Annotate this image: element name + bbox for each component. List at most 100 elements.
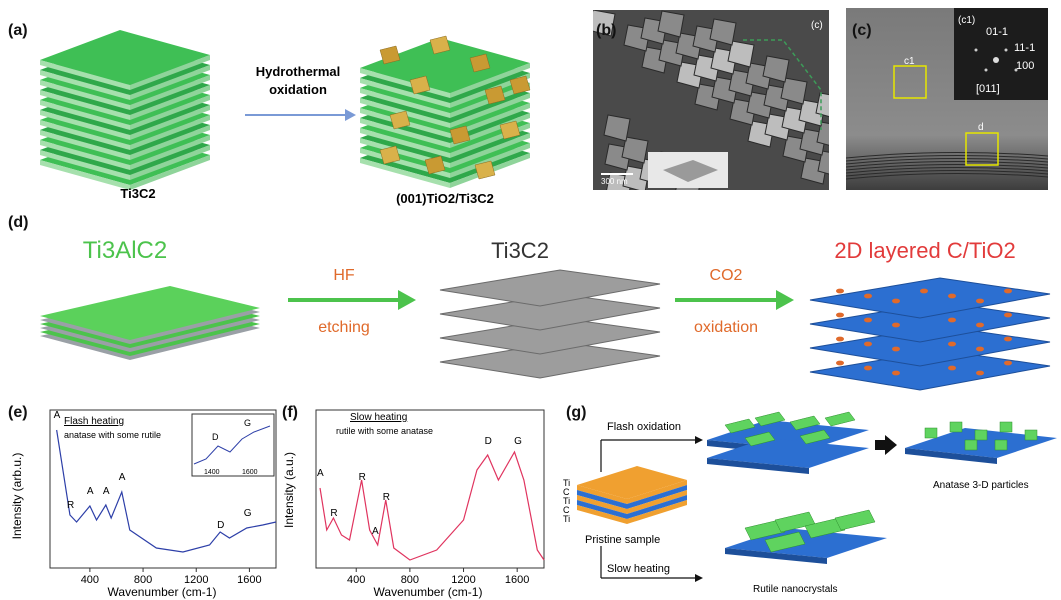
tio2-plate xyxy=(379,45,401,65)
hf-label: HF xyxy=(333,267,355,284)
tio2-particle xyxy=(1004,336,1012,342)
etching-label: etching xyxy=(318,319,370,336)
sem-flake xyxy=(815,92,829,118)
e-inset-g: G xyxy=(244,418,251,428)
e-peak-label: A xyxy=(103,486,110,497)
f-peak-label: A xyxy=(317,468,324,479)
slab-side xyxy=(905,448,997,464)
tio2-particle xyxy=(948,293,956,299)
pristine-layer-side xyxy=(577,500,627,519)
pristine-layer-label: C xyxy=(563,505,570,515)
blue-sheet xyxy=(809,277,1051,319)
ti3c2-sheets xyxy=(439,269,661,379)
sem-corner-label: (c) xyxy=(811,20,823,31)
tem-lattice-line xyxy=(846,172,1048,180)
pristine-layer-front xyxy=(627,485,687,509)
tio2-particle xyxy=(1004,288,1012,294)
tio2-particle xyxy=(976,322,984,328)
panel-a-label: (a) xyxy=(8,22,28,39)
panel-a-arrow-head xyxy=(345,109,356,121)
ti3c2-title: Ti3C2 xyxy=(491,238,549,263)
f-ylabel: Intensity (a.u.) xyxy=(282,452,296,528)
tio2-plate xyxy=(509,75,531,95)
anatase-particle xyxy=(994,439,1008,451)
e-inset-tick-1600: 1600 xyxy=(242,469,258,476)
slab-layer xyxy=(40,286,260,340)
ti3alc2-title: Ti3AlC2 xyxy=(83,237,167,264)
pristine-layer-label: C xyxy=(563,487,570,497)
tio2-plate xyxy=(379,145,401,165)
box-c1-label: c1 xyxy=(904,56,915,67)
tio2-particle xyxy=(948,341,956,347)
platelet xyxy=(744,431,776,447)
e-inset-d: D xyxy=(212,432,219,442)
box-d-label: d xyxy=(978,122,984,133)
panel-c-label: (c) xyxy=(852,22,872,39)
layer xyxy=(360,38,530,93)
tem-lattice-line xyxy=(846,154,1048,162)
fft-label-100: 100 xyxy=(1016,60,1034,72)
c-tio2-sheets xyxy=(809,277,1051,391)
tio2-particle xyxy=(836,288,844,294)
anatase-particle xyxy=(964,439,978,451)
anatase-particle xyxy=(1024,429,1038,441)
tio2-particle xyxy=(864,365,872,371)
e-peak-label: R xyxy=(67,500,74,511)
tem-lattice-line xyxy=(846,166,1048,174)
tio2-particle xyxy=(948,317,956,323)
sem-flake xyxy=(816,121,829,146)
rutile-result xyxy=(725,509,887,564)
tio2-particle xyxy=(920,288,928,294)
co2-label: CO2 xyxy=(710,267,743,284)
pristine-layer-front xyxy=(627,480,687,504)
e-peak-label: A xyxy=(54,410,61,421)
pristine-stack xyxy=(577,466,687,524)
g-arrow xyxy=(875,435,897,455)
tio2-particle xyxy=(864,341,872,347)
e-inset xyxy=(191,413,275,477)
platelet xyxy=(789,415,821,431)
tio2-particle xyxy=(836,336,844,342)
tio2-particle xyxy=(892,298,900,304)
e-inset-curve xyxy=(193,425,271,465)
f-peak-label: R xyxy=(359,472,366,483)
sem-flake xyxy=(621,136,649,164)
sem-flake xyxy=(657,10,685,38)
arrow-text-oxidation: oxidation xyxy=(269,82,327,97)
panel-a-figure: Hydrothermal oxidation Ti3C2 (001)TiO2/T… xyxy=(40,30,531,206)
raman-slow-chart: Intensity (a.u.) Wavenumber (cm-1) 400 80… xyxy=(282,409,545,599)
tio2-particle xyxy=(1004,312,1012,318)
tio2-ti3c2-stack xyxy=(360,35,531,188)
ti3alc2-slab xyxy=(40,286,260,360)
e-peak-label: D xyxy=(217,520,224,531)
slab-top xyxy=(707,438,869,468)
anatase-particle xyxy=(924,427,938,439)
pristine-layer-label: Ti xyxy=(563,496,570,506)
pristine-layer-side xyxy=(577,490,627,509)
tio2-plate xyxy=(424,155,446,175)
tick-label: 400 xyxy=(81,574,99,586)
tick-label: 1200 xyxy=(184,574,208,586)
tio2-particle xyxy=(976,346,984,352)
f-xlabel: Wavenumber (cm-1) xyxy=(374,585,483,599)
tio2-plate xyxy=(429,35,451,55)
pristine-layer-label: Ti xyxy=(563,514,570,524)
rutile-crystal xyxy=(744,519,786,541)
fft-label-01-1: 01-1 xyxy=(986,26,1008,38)
e-inset-tick-1400: 1400 xyxy=(204,469,220,476)
tem-lattice-line xyxy=(846,169,1048,177)
c-tio2-title: 2D layered C/TiO2 xyxy=(834,238,1015,263)
slow-heating-label: Slow heating xyxy=(607,563,670,575)
f-title: Slow heating xyxy=(350,412,407,423)
sem-flake xyxy=(727,40,755,68)
platelet xyxy=(754,411,786,427)
tio2-plate xyxy=(449,125,471,145)
tio2-caption: (001)TiO2/Ti3C2 xyxy=(396,191,494,206)
sem-flake xyxy=(762,55,790,83)
e-ylabel: Intensity (arb.u.) xyxy=(10,453,24,540)
tio2-particle xyxy=(836,312,844,318)
rutile-crystal xyxy=(804,517,846,539)
ti3c2-caption: Ti3C2 xyxy=(120,186,155,201)
anatase-particle xyxy=(999,421,1013,433)
